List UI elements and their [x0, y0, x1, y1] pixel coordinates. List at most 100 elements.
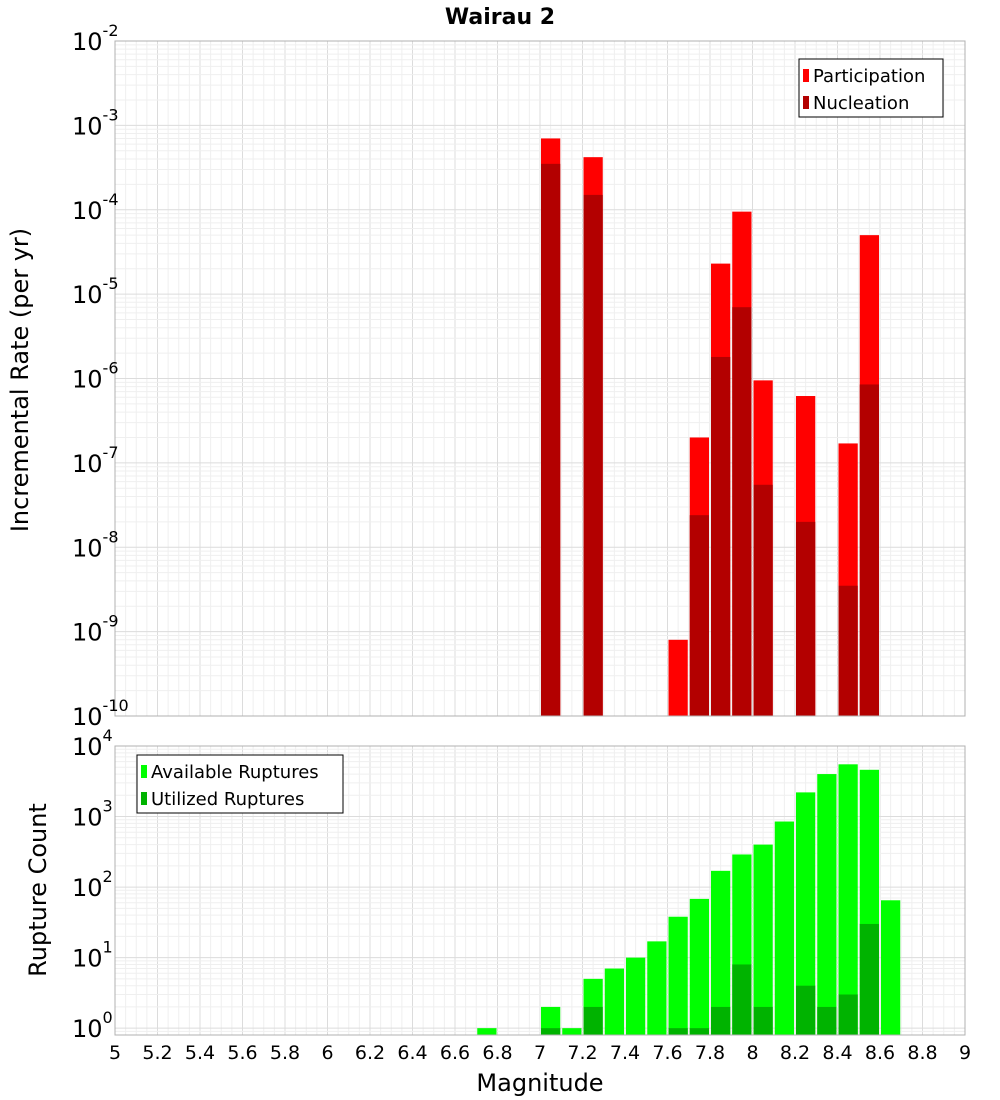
- y-tick-base: 10: [72, 450, 103, 478]
- bottom-bar-utilized-ruptures: [838, 994, 858, 1035]
- y-tick-exponent: -8: [103, 527, 119, 546]
- bottom-y-tick-label: 103: [72, 797, 113, 832]
- bottom-legend-swatch: [141, 792, 147, 805]
- top-y-axis-label: Incremental Rate (per yr): [6, 228, 34, 532]
- top-bar-nucleation: [838, 585, 858, 716]
- bottom-legend-box: [136, 754, 344, 814]
- top-y-tick-label: 10-10: [72, 696, 129, 731]
- bottom-bar-available-ruptures: [711, 870, 731, 1035]
- x-tick-label: 7.6: [652, 1042, 682, 1064]
- bottom-legend-swatch: [141, 765, 147, 778]
- bottom-bar-available-ruptures: [796, 792, 816, 1035]
- y-tick-base: 10: [72, 619, 103, 647]
- y-tick-exponent: -6: [103, 359, 119, 378]
- bottom-legend: Available Ruptures Utilized Ruptures: [136, 754, 344, 814]
- bottom-bar-utilized-ruptures: [796, 985, 816, 1035]
- x-tick-label: 8.8: [907, 1042, 937, 1064]
- x-tick-label: 7.4: [610, 1042, 640, 1064]
- y-tick-base: 10: [72, 366, 103, 394]
- top-y-tick-label: 10-7: [72, 443, 119, 478]
- y-tick-exponent: -7: [103, 443, 119, 462]
- bottom-y-tick-label: 104: [72, 726, 113, 761]
- top-bars: [541, 138, 879, 717]
- y-tick-base: 10: [72, 733, 103, 761]
- y-tick-exponent: -9: [103, 612, 119, 631]
- bottom-bar-available-ruptures: [817, 774, 837, 1035]
- y-tick-base: 10: [72, 874, 103, 902]
- bottom-bar-available-ruptures: [689, 898, 709, 1035]
- bottom-y-axis-label: Rupture Count: [24, 803, 52, 977]
- bottom-bar-utilized-ruptures: [817, 1006, 837, 1035]
- bottom-bar-utilized-ruptures: [583, 1006, 603, 1035]
- bottom-plot-frame: [114, 745, 966, 1036]
- top-legend-box: [798, 58, 944, 118]
- x-tick-label: 5.2: [142, 1042, 172, 1064]
- top-bar-participation: [668, 639, 688, 716]
- y-tick-base: 10: [72, 804, 103, 832]
- x-tick-label: 7.8: [695, 1042, 725, 1064]
- x-tick-label: 7: [534, 1042, 546, 1064]
- top-bar-nucleation: [541, 163, 561, 717]
- x-tick-label: 8.2: [780, 1042, 810, 1064]
- bottom-bar-available-ruptures: [647, 941, 667, 1035]
- x-tick-label: 6.6: [440, 1042, 470, 1064]
- top-y-tick-label: 10-4: [72, 190, 119, 225]
- top-grid: [114, 41, 966, 717]
- bottom-bar-available-ruptures: [753, 844, 773, 1035]
- bottom-bars: [477, 764, 901, 1035]
- top-bar-nucleation: [732, 307, 752, 716]
- x-tick-label: 6: [321, 1042, 333, 1064]
- top-bar-nucleation: [753, 484, 773, 716]
- bottom-bar-available-ruptures: [626, 957, 646, 1035]
- top-legend-swatch: [803, 96, 809, 109]
- top-bar-nucleation: [796, 521, 816, 716]
- top-bar-nucleation: [689, 515, 709, 716]
- bottom-bar-available-ruptures: [774, 821, 794, 1035]
- y-tick-exponent: -4: [103, 190, 119, 209]
- bottom-legend-label: Utilized Ruptures: [151, 789, 304, 810]
- y-tick-exponent: -10: [103, 696, 129, 715]
- x-tick-label: 8.6: [865, 1042, 895, 1064]
- y-tick-base: 10: [72, 534, 103, 562]
- y-tick-exponent: 2: [103, 867, 113, 886]
- top-bar-nucleation: [583, 194, 603, 716]
- x-tick-label: 5: [109, 1042, 121, 1064]
- bottom-bar-available-ruptures: [477, 1028, 497, 1035]
- y-tick-base: 10: [72, 28, 103, 56]
- y-tick-exponent: 0: [103, 1008, 113, 1027]
- top-y-tick-label: 10-8: [72, 527, 119, 562]
- x-tick-label: 8: [746, 1042, 758, 1064]
- x-axis-label: Magnitude: [476, 1069, 603, 1097]
- bottom-bar-utilized-ruptures: [668, 1028, 688, 1035]
- bottom-bar-utilized-ruptures: [732, 964, 752, 1035]
- top-y-tick-label: 10-3: [72, 105, 119, 140]
- bottom-bar-utilized-ruptures: [711, 1006, 731, 1035]
- bottom-legend-label: Available Ruptures: [151, 762, 319, 783]
- top-legend-label: Nucleation: [813, 93, 909, 114]
- x-tick-label: 5.8: [270, 1042, 300, 1064]
- top-legend-label: Participation: [813, 66, 925, 87]
- bottom-bar-utilized-ruptures: [541, 1028, 561, 1035]
- bottom-bar-utilized-ruptures: [689, 1028, 709, 1035]
- bottom-bar-available-ruptures: [881, 900, 901, 1035]
- bottom-bar-available-ruptures: [668, 916, 688, 1035]
- top-y-tick-label: 10-2: [72, 21, 119, 56]
- top-bar-nucleation: [711, 356, 731, 716]
- y-tick-exponent: 3: [103, 797, 113, 816]
- bottom-bar-available-ruptures: [838, 764, 858, 1035]
- x-tick-label: 5.6: [227, 1042, 257, 1064]
- top-plot-panel: 10-1010-910-810-710-610-510-410-310-2Par…: [72, 21, 966, 731]
- bottom-bar-utilized-ruptures: [859, 923, 879, 1035]
- bottom-bar-utilized-ruptures: [753, 1006, 773, 1035]
- y-tick-base: 10: [72, 945, 103, 973]
- x-tick-label: 7.2: [567, 1042, 597, 1064]
- x-tick-label: 6.4: [397, 1042, 427, 1064]
- bottom-y-tick-label: 101: [72, 938, 113, 973]
- bottom-bar-available-ruptures: [562, 1028, 582, 1035]
- x-tick-label: 8.4: [822, 1042, 852, 1064]
- bottom-x-ticks: 5 5.2 5.4 5.6 5.8 6 6.2 6.4 6.6 6.8 7 7.2 7.4 7.6 7.8 8…: [109, 1042, 971, 1064]
